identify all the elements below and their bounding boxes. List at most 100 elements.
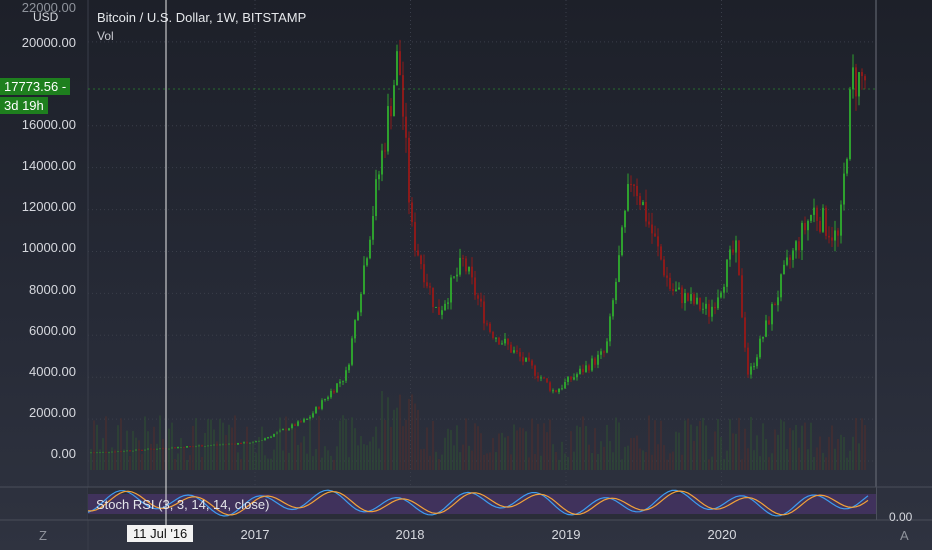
volume-bar: [561, 441, 563, 470]
volume-bar: [741, 459, 743, 470]
volume-bar: [804, 422, 806, 470]
auto-scale-toggle[interactable]: A: [900, 528, 909, 543]
volume-bar: [738, 417, 740, 470]
candle-body: [759, 338, 761, 358]
candle-body: [744, 317, 746, 348]
volume-bar: [201, 456, 203, 470]
bar-countdown: 3d 19h: [0, 97, 48, 114]
candle-body: [750, 366, 752, 375]
volume-bar: [189, 455, 191, 470]
volume-bar: [534, 453, 536, 470]
volume-bar: [288, 452, 290, 470]
candle-body: [426, 282, 428, 287]
volume-bar: [303, 436, 305, 470]
candle-body: [237, 443, 239, 445]
volume-bar: [852, 436, 854, 470]
candle-body: [573, 377, 575, 380]
volume-bar: [573, 451, 575, 470]
candle-body: [843, 173, 845, 205]
volume-bar: [159, 415, 161, 470]
zoom-toggle[interactable]: Z: [39, 528, 47, 543]
volume-bar: [123, 449, 125, 470]
volume-bar: [498, 433, 500, 470]
candle-body: [381, 150, 383, 175]
candle-body: [618, 255, 620, 282]
volume-bar: [129, 455, 131, 470]
candle-body: [519, 352, 521, 357]
candle-body: [804, 222, 806, 231]
candle-body: [453, 276, 455, 278]
candle-body: [717, 297, 719, 309]
candle-body: [786, 257, 788, 265]
candle-body: [816, 207, 818, 221]
candle-body: [438, 306, 440, 315]
volume-bar: [312, 456, 314, 470]
volume-bar: [774, 429, 776, 470]
volume-bar: [777, 434, 779, 470]
volume-bar: [267, 458, 269, 470]
candle-body: [309, 417, 311, 419]
candle-body: [300, 421, 302, 423]
volume-bar: [339, 420, 341, 470]
candle-body: [201, 445, 203, 447]
volume-bar: [468, 445, 470, 470]
y-tick-2000: 2000.00: [29, 405, 76, 420]
candle-body: [312, 413, 314, 418]
volume-bar: [360, 436, 362, 470]
currency-label: USD: [33, 10, 59, 24]
candle-body: [777, 297, 779, 306]
volume-bar: [591, 452, 593, 470]
candle-body: [327, 397, 329, 400]
candle-body: [141, 449, 143, 451]
volume-bar: [132, 430, 134, 470]
volume-bar: [675, 431, 677, 470]
candle-body: [705, 303, 707, 309]
volume-bar: [615, 417, 617, 470]
volume-bar: [348, 457, 350, 470]
volume-bar: [234, 415, 236, 470]
volume-bar: [162, 438, 164, 470]
volume-bar: [828, 436, 830, 470]
volume-bar: [414, 403, 416, 470]
candle-body: [474, 277, 476, 296]
candle-body: [420, 255, 422, 265]
volume-bar: [444, 437, 446, 470]
candle-body: [825, 207, 827, 236]
volume-bar: [603, 446, 605, 470]
volume-bar: [252, 441, 254, 470]
volume-bar: [489, 452, 491, 470]
volume-bar: [822, 452, 824, 470]
candle-body: [399, 51, 401, 76]
candle-body: [483, 301, 485, 324]
candle-body: [684, 293, 686, 304]
y-tick-8000: 8000.00: [29, 282, 76, 297]
volume-bar: [291, 428, 293, 470]
candle-body: [666, 275, 668, 278]
volume-bar: [726, 450, 728, 470]
candle-body: [621, 227, 623, 256]
candle-body: [345, 370, 347, 381]
candle-body: [432, 287, 434, 308]
candle-body: [792, 250, 794, 260]
volume-bar: [456, 425, 458, 470]
volume-bar: [555, 451, 557, 470]
volume-bar: [144, 416, 146, 470]
volume-bar: [669, 453, 671, 470]
candle-body: [837, 230, 839, 236]
volume-bar: [396, 407, 398, 470]
volume-bar: [102, 438, 104, 470]
volume-bar: [507, 436, 509, 470]
volume-bar: [420, 449, 422, 470]
candle-body: [738, 240, 740, 276]
volume-bar: [627, 445, 629, 470]
volume-bar: [654, 420, 656, 470]
volume-bar: [510, 454, 512, 470]
volume-bar: [816, 447, 818, 470]
volume-bar: [423, 448, 425, 470]
candle-body: [501, 343, 503, 345]
x-tick-2020: 2020: [707, 527, 737, 542]
volume-bar: [105, 416, 107, 470]
candle-body: [318, 407, 320, 409]
candle-body: [576, 374, 578, 378]
